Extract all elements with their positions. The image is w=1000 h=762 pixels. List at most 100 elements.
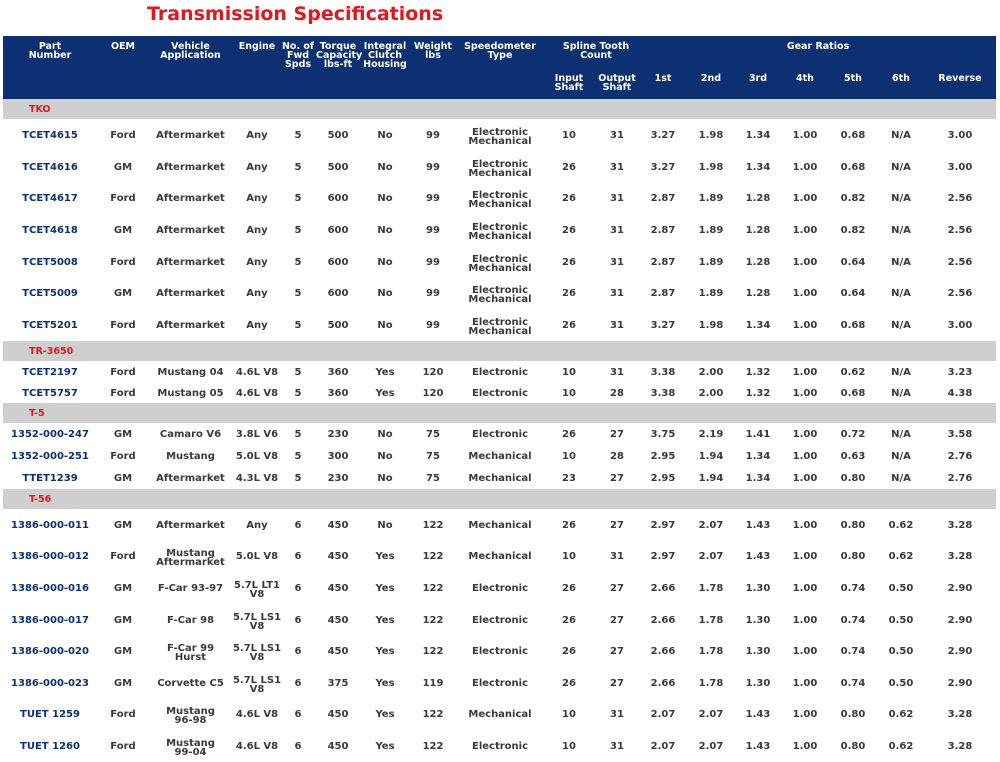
table-row: TCET5757 Ford Mustang 05 4.6L V8 5 360 Yes 120 E… xyxy=(3,382,996,403)
cell-vehicle-application: Aftermarket xyxy=(156,288,225,300)
cell-output-shaft: 31 xyxy=(610,130,624,141)
cell-oem: GM xyxy=(113,161,133,173)
cell-gear-5th: 0.68 xyxy=(840,161,866,173)
cell-oem: Ford xyxy=(110,366,136,378)
cell-gear-6th: N/A xyxy=(891,288,911,300)
cell-speedometer-type: Mechanical xyxy=(468,519,532,531)
cell-gear-2nd: 1.94 xyxy=(698,472,724,484)
cell-gear-1st: 2.87 xyxy=(650,193,676,205)
cell-gear-3rd: 1.30 xyxy=(745,677,771,689)
cell-input-shaft: 26 xyxy=(562,614,576,626)
cell-vehicle-application: Aftermarket xyxy=(156,225,225,237)
section-header: T-5 xyxy=(3,402,996,423)
cell-gear-4th: 1.00 xyxy=(792,193,818,205)
section-header: TR-3650 xyxy=(3,340,996,361)
cell-speedometer-type: Electronic xyxy=(471,428,529,440)
cell-part-number: 1386-000-016 xyxy=(11,583,89,594)
cell-gear-2nd: 2.19 xyxy=(698,428,724,440)
cell-gear-3rd: 1.41 xyxy=(745,428,771,440)
cell-gear-4th: 1.00 xyxy=(792,450,818,462)
cell-part-number: TTET1239 xyxy=(22,472,78,484)
cell-vehicle-application: Mustang 96-98 xyxy=(166,706,215,727)
cell-gear-4th: 1.00 xyxy=(792,366,818,378)
cell-fwd-spds: 5 xyxy=(294,428,302,440)
table-body: TKO TCET4615 Ford Aftermarket Any 5 500 No 99 Ele… xyxy=(3,99,996,762)
cell-engine: Any xyxy=(246,320,268,332)
cell-oem: Ford xyxy=(110,130,136,141)
cell-torque: 300 xyxy=(327,450,349,462)
cell-gear-2nd: 2.00 xyxy=(698,366,724,378)
cell-part-number: 1386-000-023 xyxy=(11,677,89,689)
cell-output-shaft: 27 xyxy=(610,677,624,689)
cell-output-shaft: 31 xyxy=(610,256,624,268)
cell-vehicle-application: Camaro V6 xyxy=(159,428,222,440)
header-weight: Weight lbs xyxy=(414,41,452,61)
cell-gear-6th: N/A xyxy=(891,320,911,332)
cell-gear-1st: 2.97 xyxy=(650,551,676,563)
cell-oem: Ford xyxy=(110,320,136,332)
cell-oem: GM xyxy=(113,646,133,658)
cell-gear-1st: 2.87 xyxy=(650,225,676,237)
cell-engine: Any xyxy=(246,225,268,237)
cell-weight: 75 xyxy=(426,472,440,484)
cell-input-shaft: 26 xyxy=(562,288,576,300)
cell-engine: 3.8L V6 xyxy=(235,428,279,440)
cell-part-number: TCET4615 xyxy=(22,130,78,141)
table-row: 1386-000-011 GM Aftermarket Any 6 450 No 122 Mec… xyxy=(3,509,996,541)
cell-gear-6th: 0.62 xyxy=(888,709,914,721)
header-engine: Engine xyxy=(238,41,276,52)
cell-fwd-spds: 5 xyxy=(294,193,302,205)
cell-gear-3rd: 1.28 xyxy=(745,225,771,237)
cell-engine: 5.0L V8 xyxy=(235,551,279,563)
header-oem: OEM xyxy=(110,41,136,52)
cell-clutch-housing: No xyxy=(377,428,393,440)
cell-gear-4th: 1.00 xyxy=(792,583,818,594)
cell-gear-3rd: 1.30 xyxy=(745,646,771,658)
cell-weight: 122 xyxy=(422,646,444,658)
cell-gear-5th: 0.74 xyxy=(840,646,866,658)
header-clutch-housing: Integral Clutch Housing xyxy=(363,41,407,70)
cell-weight: 122 xyxy=(422,551,444,563)
cell-gear-reverse: 2.56 xyxy=(947,256,973,268)
cell-gear-2nd: 1.89 xyxy=(698,256,724,268)
cell-part-number: TCET2197 xyxy=(22,366,78,378)
cell-fwd-spds: 5 xyxy=(294,161,302,173)
cell-gear-1st: 2.97 xyxy=(650,519,676,531)
cell-oem: Ford xyxy=(110,709,136,721)
cell-torque: 450 xyxy=(327,551,349,563)
cell-oem: Ford xyxy=(110,193,136,205)
cell-input-shaft: 26 xyxy=(562,583,576,594)
cell-gear-4th: 1.00 xyxy=(792,614,818,626)
cell-gear-1st: 2.66 xyxy=(650,677,676,689)
cell-output-shaft: 28 xyxy=(610,450,624,462)
header-part-number: Part Number xyxy=(28,41,72,61)
cell-weight: 99 xyxy=(426,161,440,173)
cell-gear-2nd: 1.98 xyxy=(698,130,724,141)
cell-fwd-spds: 5 xyxy=(294,387,302,399)
cell-gear-1st: 2.07 xyxy=(650,709,676,721)
cell-gear-1st: 2.66 xyxy=(650,614,676,626)
cell-input-shaft: 26 xyxy=(562,161,576,173)
table-row: 1386-000-017 GM F-Car 98 5.7L LS1 V8 6 450 Yes… xyxy=(3,604,996,636)
cell-torque: 500 xyxy=(327,161,349,173)
cell-gear-reverse: 3.23 xyxy=(947,366,973,378)
cell-vehicle-application: Aftermarket xyxy=(156,193,225,205)
cell-gear-4th: 1.00 xyxy=(792,740,818,752)
cell-weight: 99 xyxy=(426,288,440,300)
cell-output-shaft: 27 xyxy=(610,428,624,440)
cell-engine: Any xyxy=(246,161,268,173)
cell-output-shaft: 31 xyxy=(610,320,624,332)
header-gear-3rd: 3rd xyxy=(748,73,768,84)
cell-gear-2nd: 1.89 xyxy=(698,193,724,205)
cell-gear-6th: N/A xyxy=(891,366,911,378)
table-row: TCET4617 Ford Aftermarket Any 5 600 No 99 Electr… xyxy=(3,182,996,214)
cell-oem: GM xyxy=(113,614,133,626)
table-row: 1386-000-016 GM F-Car 93-97 5.7L LT1 V8 6 450… xyxy=(3,572,996,604)
cell-clutch-housing: No xyxy=(377,256,393,268)
cell-weight: 99 xyxy=(426,256,440,268)
table-row: TUET 1260 Ford Mustang 99-04 4.6L V8 6 450 Yes… xyxy=(3,730,996,762)
page-title: Transmission Specifications xyxy=(147,3,444,25)
cell-weight: 122 xyxy=(422,709,444,721)
cell-vehicle-application: Corvette C5 xyxy=(157,677,224,689)
cell-gear-5th: 0.62 xyxy=(840,366,866,378)
